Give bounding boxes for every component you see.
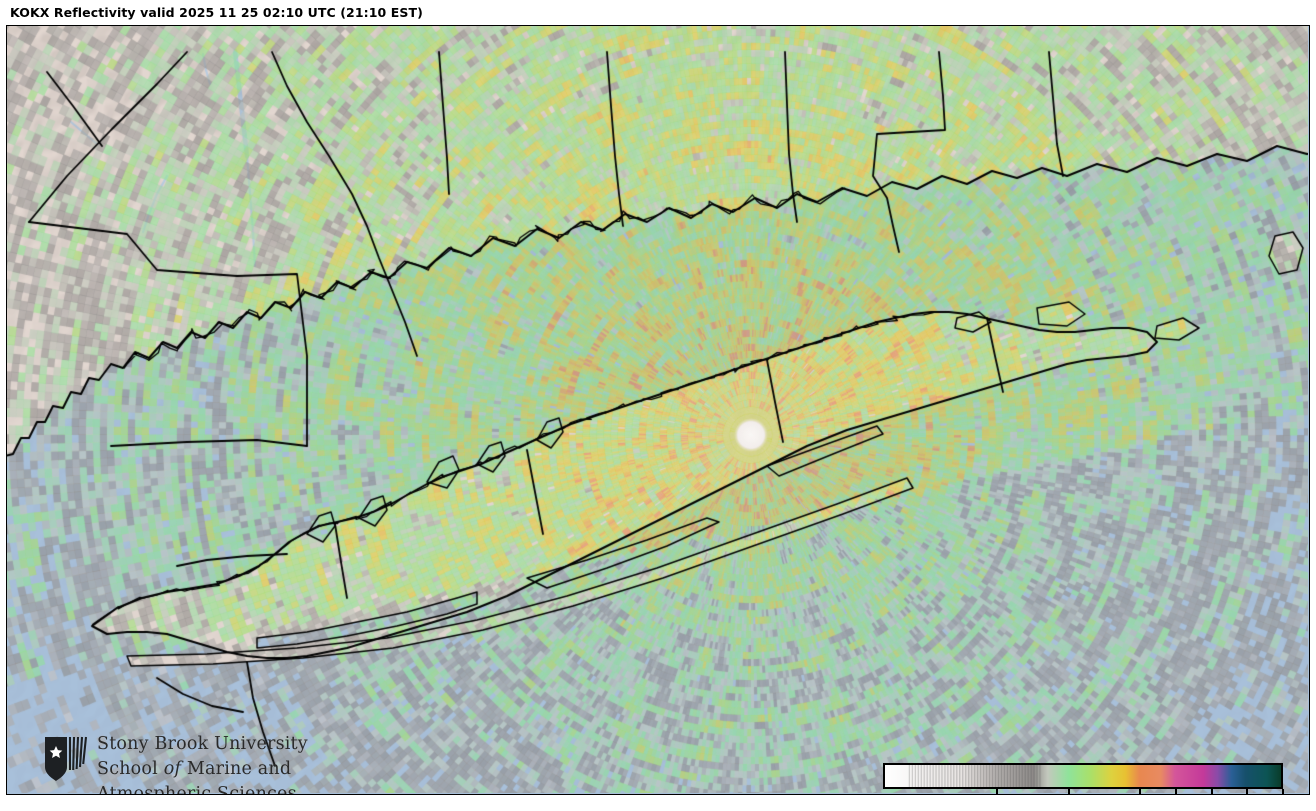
colorbar-stripes [885, 765, 1281, 787]
colorbar-tick [996, 789, 999, 794]
colorbar-tick [1246, 789, 1249, 794]
boundaries-layer [7, 26, 1308, 793]
colorbar-tick [1139, 789, 1142, 794]
colorbar-tick [1282, 789, 1284, 794]
colorbar-tick [1174, 789, 1177, 794]
colorbar-tick [1210, 789, 1213, 794]
colorbar-tick [1067, 789, 1070, 794]
page-title: KOKX Reflectivity valid 2025 11 25 02:10… [0, 0, 1316, 25]
map-frame[interactable]: Stony Brook University School of Marine … [6, 25, 1310, 795]
colorbar[interactable]: 0204050607080 [877, 757, 1289, 794]
colorbar-gradient [883, 763, 1283, 789]
